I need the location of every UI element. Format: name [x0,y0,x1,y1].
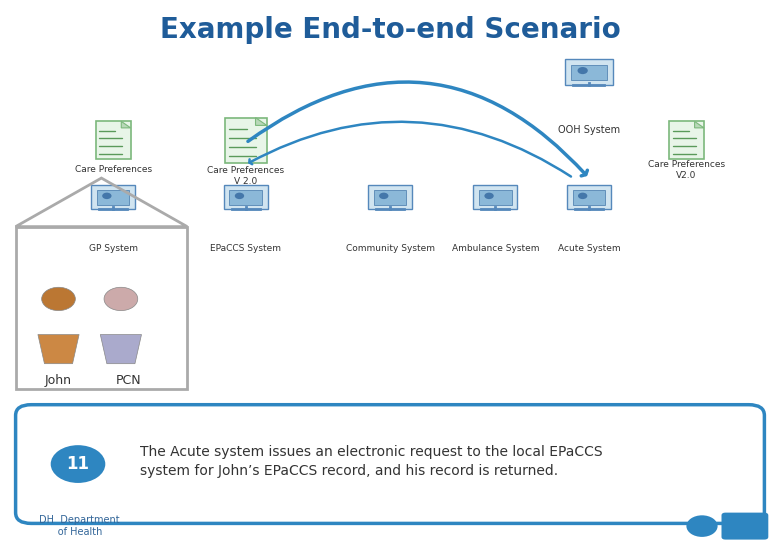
Text: John: John [45,374,72,387]
Text: Care Preferences: Care Preferences [75,165,151,174]
FancyBboxPatch shape [374,191,406,205]
FancyBboxPatch shape [473,185,517,209]
Polygon shape [101,335,141,363]
FancyBboxPatch shape [224,185,268,209]
Polygon shape [256,118,267,125]
Circle shape [51,445,105,483]
FancyBboxPatch shape [16,404,764,523]
Circle shape [102,193,112,199]
FancyBboxPatch shape [225,118,267,163]
Circle shape [41,287,76,310]
Polygon shape [38,335,79,363]
Text: GP System: GP System [89,244,137,253]
Text: Acute System: Acute System [558,244,620,253]
FancyBboxPatch shape [565,59,613,85]
Circle shape [686,515,718,537]
FancyBboxPatch shape [479,191,512,205]
Text: PCN: PCN [116,374,141,387]
Circle shape [379,193,388,199]
Text: Ambulance System: Ambulance System [452,244,539,253]
FancyBboxPatch shape [229,191,262,205]
Polygon shape [694,122,704,128]
Circle shape [104,287,138,310]
FancyBboxPatch shape [91,185,135,209]
Circle shape [484,193,494,199]
Text: EPaCCS System: EPaCCS System [210,244,282,253]
FancyBboxPatch shape [722,512,768,539]
Circle shape [578,193,587,199]
Text: DH  Department
      of Health: DH Department of Health [39,515,119,537]
Text: Example End-to-end Scenario: Example End-to-end Scenario [160,16,620,44]
Polygon shape [121,122,130,128]
Circle shape [577,67,588,74]
FancyBboxPatch shape [669,122,704,159]
FancyBboxPatch shape [571,65,607,80]
Text: Care Preferences
V2.0: Care Preferences V2.0 [648,160,725,180]
Circle shape [235,193,244,199]
Text: Care Preferences
V 2.0: Care Preferences V 2.0 [207,166,284,186]
Text: Community System: Community System [346,244,434,253]
Text: The Acute system issues an electronic request to the local EPaCCS
system for Joh: The Acute system issues an electronic re… [140,444,603,478]
FancyBboxPatch shape [368,185,412,209]
FancyBboxPatch shape [95,122,130,159]
FancyBboxPatch shape [573,191,605,205]
Text: 11: 11 [66,455,90,473]
FancyBboxPatch shape [567,185,611,209]
FancyBboxPatch shape [97,191,129,205]
Text: OOH System: OOH System [558,125,620,134]
